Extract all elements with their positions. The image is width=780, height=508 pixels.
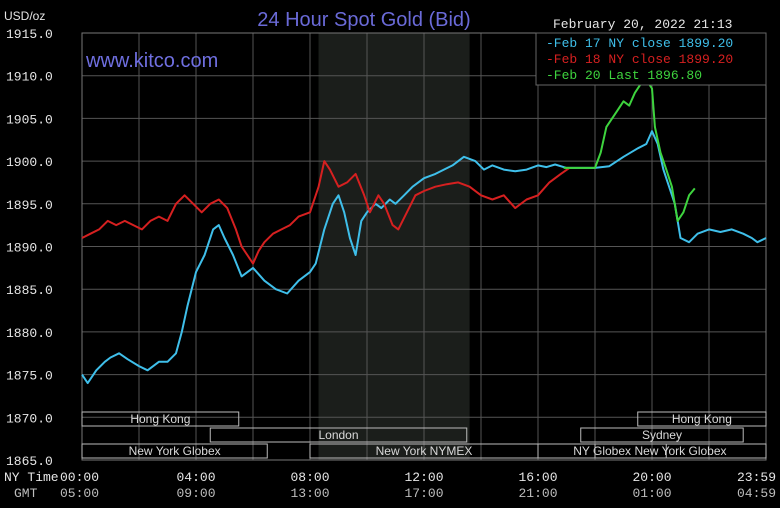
session-label: New York Globex (634, 444, 726, 458)
session-box (637, 411, 767, 427)
session-label: NY Globex (573, 444, 631, 458)
y-tick-label: 1870.0 (6, 411, 53, 426)
y-tick-label: 1910.0 (6, 70, 53, 85)
y-tick-label: 1865.0 (6, 454, 53, 469)
y-tick-label: 1880.0 (6, 326, 53, 341)
series-line-feb-20 (563, 79, 696, 222)
x-tick-label: 08:00 (290, 470, 329, 485)
gmt-label: GMT (14, 486, 38, 501)
x-tick-label: 16:00 (518, 470, 557, 485)
session-label: Sydney (642, 428, 682, 442)
gmt-tick-label: 05:00 (60, 486, 99, 501)
session-box (209, 427, 468, 443)
series-layer (81, 79, 767, 385)
y-tick-label: 1875.0 (6, 369, 53, 384)
session-label: New York NYMEX (376, 444, 473, 458)
session-label: London (318, 428, 358, 442)
gmt-tick-label: 04:59 (737, 486, 776, 501)
series-line-feb-18 (81, 160, 570, 265)
y-tick-label: 1905.0 (6, 112, 53, 127)
y-tick-label: 1900.0 (6, 155, 53, 170)
session-box (594, 443, 767, 459)
plot-frame (81, 32, 767, 461)
gmt-tick-label: 09:00 (176, 486, 215, 501)
legend-entry: -Feb 20 Last 1896.80 (546, 68, 702, 83)
watermark: www.kitco.com (85, 50, 218, 72)
session-box (81, 411, 240, 427)
x-tick-label: 04:00 (176, 470, 215, 485)
y-tick-label: 1890.0 (6, 241, 53, 256)
grid-layer (81, 32, 767, 461)
chart-title: 24 Hour Spot Gold (Bid) (257, 9, 470, 31)
session-layer: Hong Kong London New York Globex New York N… (81, 411, 767, 459)
tick-layer: 1915.0 1910.0 1905.0 1900.0 1895.0 1890.0 1885… (6, 27, 776, 501)
x-tick-label: 23:59 (737, 470, 776, 485)
ny-time-label: NY Time (4, 470, 59, 485)
session-label: New York Globex (129, 444, 221, 458)
y-tick-label: 1915.0 (6, 27, 53, 42)
y-tick-label: 1895.0 (6, 198, 53, 213)
y-tick-label: 1885.0 (6, 283, 53, 298)
gmt-tick-label: 17:00 (404, 486, 443, 501)
legend-entry: -Feb 18 NY close 1899.20 (546, 52, 733, 67)
gmt-tick-label: 01:00 (632, 486, 671, 501)
legend-box (535, 32, 767, 86)
session-box (580, 427, 744, 443)
gmt-tick-label: 13:00 (290, 486, 329, 501)
gmt-tick-label: 21:00 (518, 486, 557, 501)
legend-entry: -Feb 17 NY close 1899.20 (546, 36, 733, 51)
session-label: Hong Kong (130, 412, 190, 426)
legend: -Feb 17 NY close 1899.20-Feb 18 NY close… (535, 32, 767, 86)
session-label: Hong Kong (672, 412, 732, 426)
timestamp: February 20, 2022 21:13 (553, 17, 732, 32)
session-box (81, 443, 268, 459)
x-tick-label: 12:00 (404, 470, 443, 485)
x-tick-label: 20:00 (632, 470, 671, 485)
unit-label: USD/oz (4, 9, 45, 23)
x-tick-label: 00:00 (60, 470, 99, 485)
